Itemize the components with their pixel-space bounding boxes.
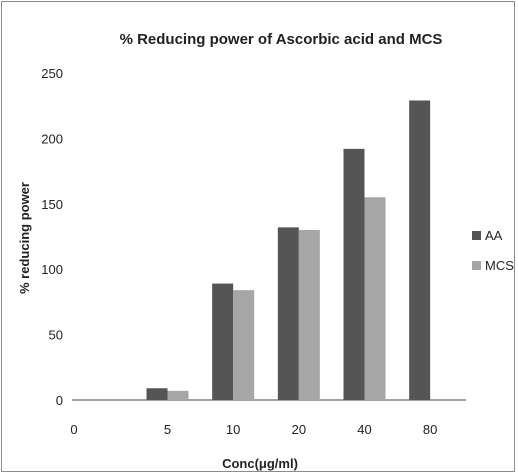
bar-aa-5 bbox=[146, 388, 168, 400]
x-tick-label: 40 bbox=[357, 422, 371, 437]
bar-aa-10 bbox=[212, 283, 234, 400]
legend-label-aa: AA bbox=[485, 228, 503, 243]
bar-aa-20 bbox=[277, 227, 299, 400]
chart-title: % Reducing power of Ascorbic acid and MC… bbox=[120, 31, 443, 48]
bar-aa-40 bbox=[343, 148, 365, 400]
x-axis-label: Conc(μg/ml) bbox=[222, 456, 298, 471]
bar-mcs-10 bbox=[233, 290, 255, 400]
legend: AA MCS bbox=[472, 228, 514, 273]
x-tick-label: 80 bbox=[423, 422, 437, 437]
y-tick-labels: 0 50 100 150 200 250 bbox=[41, 66, 63, 408]
legend-swatch-aa bbox=[472, 231, 481, 240]
bars-group bbox=[146, 100, 431, 400]
x-tick-label: 5 bbox=[164, 422, 171, 437]
x-tick-label: 20 bbox=[292, 422, 306, 437]
y-tick-label: 0 bbox=[56, 393, 63, 408]
bar-mcs-20 bbox=[298, 229, 320, 400]
y-tick-label: 50 bbox=[49, 328, 63, 343]
y-axis-label: % reducing power bbox=[17, 182, 32, 294]
x-tick-label: 10 bbox=[226, 422, 240, 437]
x-tick-label: 0 bbox=[70, 422, 77, 437]
y-tick-label: 200 bbox=[41, 131, 63, 146]
legend-swatch-mcs bbox=[472, 261, 481, 270]
y-tick-label: 250 bbox=[41, 66, 63, 81]
y-tick-label: 100 bbox=[41, 262, 63, 277]
x-tick-labels: 0 5 10 20 40 80 bbox=[70, 422, 437, 437]
bar-aa-80 bbox=[409, 100, 431, 400]
y-tick-label: 150 bbox=[41, 197, 63, 212]
bar-mcs-5 bbox=[167, 390, 189, 400]
legend-label-mcs: MCS bbox=[485, 258, 514, 273]
bar-mcs-40 bbox=[364, 197, 386, 400]
